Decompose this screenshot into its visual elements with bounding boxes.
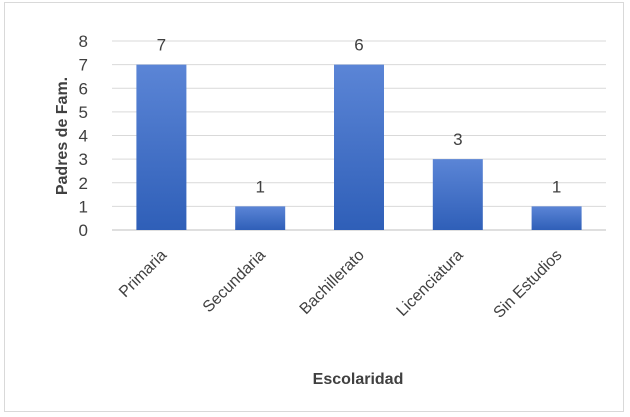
bar-bachillerato bbox=[334, 64, 384, 230]
data-label: 7 bbox=[157, 36, 166, 55]
y-tick-label: 8 bbox=[79, 32, 88, 51]
x-axis-categories: Primaria Secundaria Bachillerato Licenciatu… bbox=[116, 247, 565, 322]
y-tick-label: 2 bbox=[79, 174, 88, 193]
x-category-label: Primaria bbox=[116, 247, 170, 301]
data-label: 3 bbox=[453, 130, 462, 149]
bar-licenciatura bbox=[432, 159, 483, 230]
bar-secundaria bbox=[235, 206, 286, 230]
y-tick-label: 1 bbox=[79, 197, 88, 216]
y-axis-title: Padres de Fam. bbox=[54, 77, 71, 195]
bars bbox=[136, 64, 582, 230]
chart-frame bbox=[4, 2, 624, 412]
data-label: 1 bbox=[552, 177, 561, 196]
y-tick-label: 7 bbox=[79, 56, 88, 75]
x-axis-title: Escolaridad bbox=[313, 371, 404, 388]
y-tick-label: 5 bbox=[79, 103, 88, 122]
y-tick-label: 0 bbox=[79, 221, 88, 240]
y-tick-label: 6 bbox=[79, 79, 88, 98]
y-axis-ticks: 0 1 2 3 4 5 6 7 8 bbox=[79, 32, 88, 240]
x-category-label: Sin Estudios bbox=[491, 247, 566, 322]
x-category-label: Secundaria bbox=[200, 247, 269, 316]
y-tick-label: 3 bbox=[79, 150, 88, 169]
data-label: 6 bbox=[354, 36, 363, 55]
data-labels: 7 1 6 3 1 bbox=[157, 36, 562, 197]
data-label: 1 bbox=[255, 177, 264, 196]
bar-sin-estudios bbox=[531, 206, 582, 230]
x-category-label: Bachillerato bbox=[297, 247, 368, 318]
bar-primaria bbox=[136, 64, 187, 230]
x-category-label: Licenciatura bbox=[394, 247, 467, 320]
y-tick-label: 4 bbox=[79, 127, 88, 146]
